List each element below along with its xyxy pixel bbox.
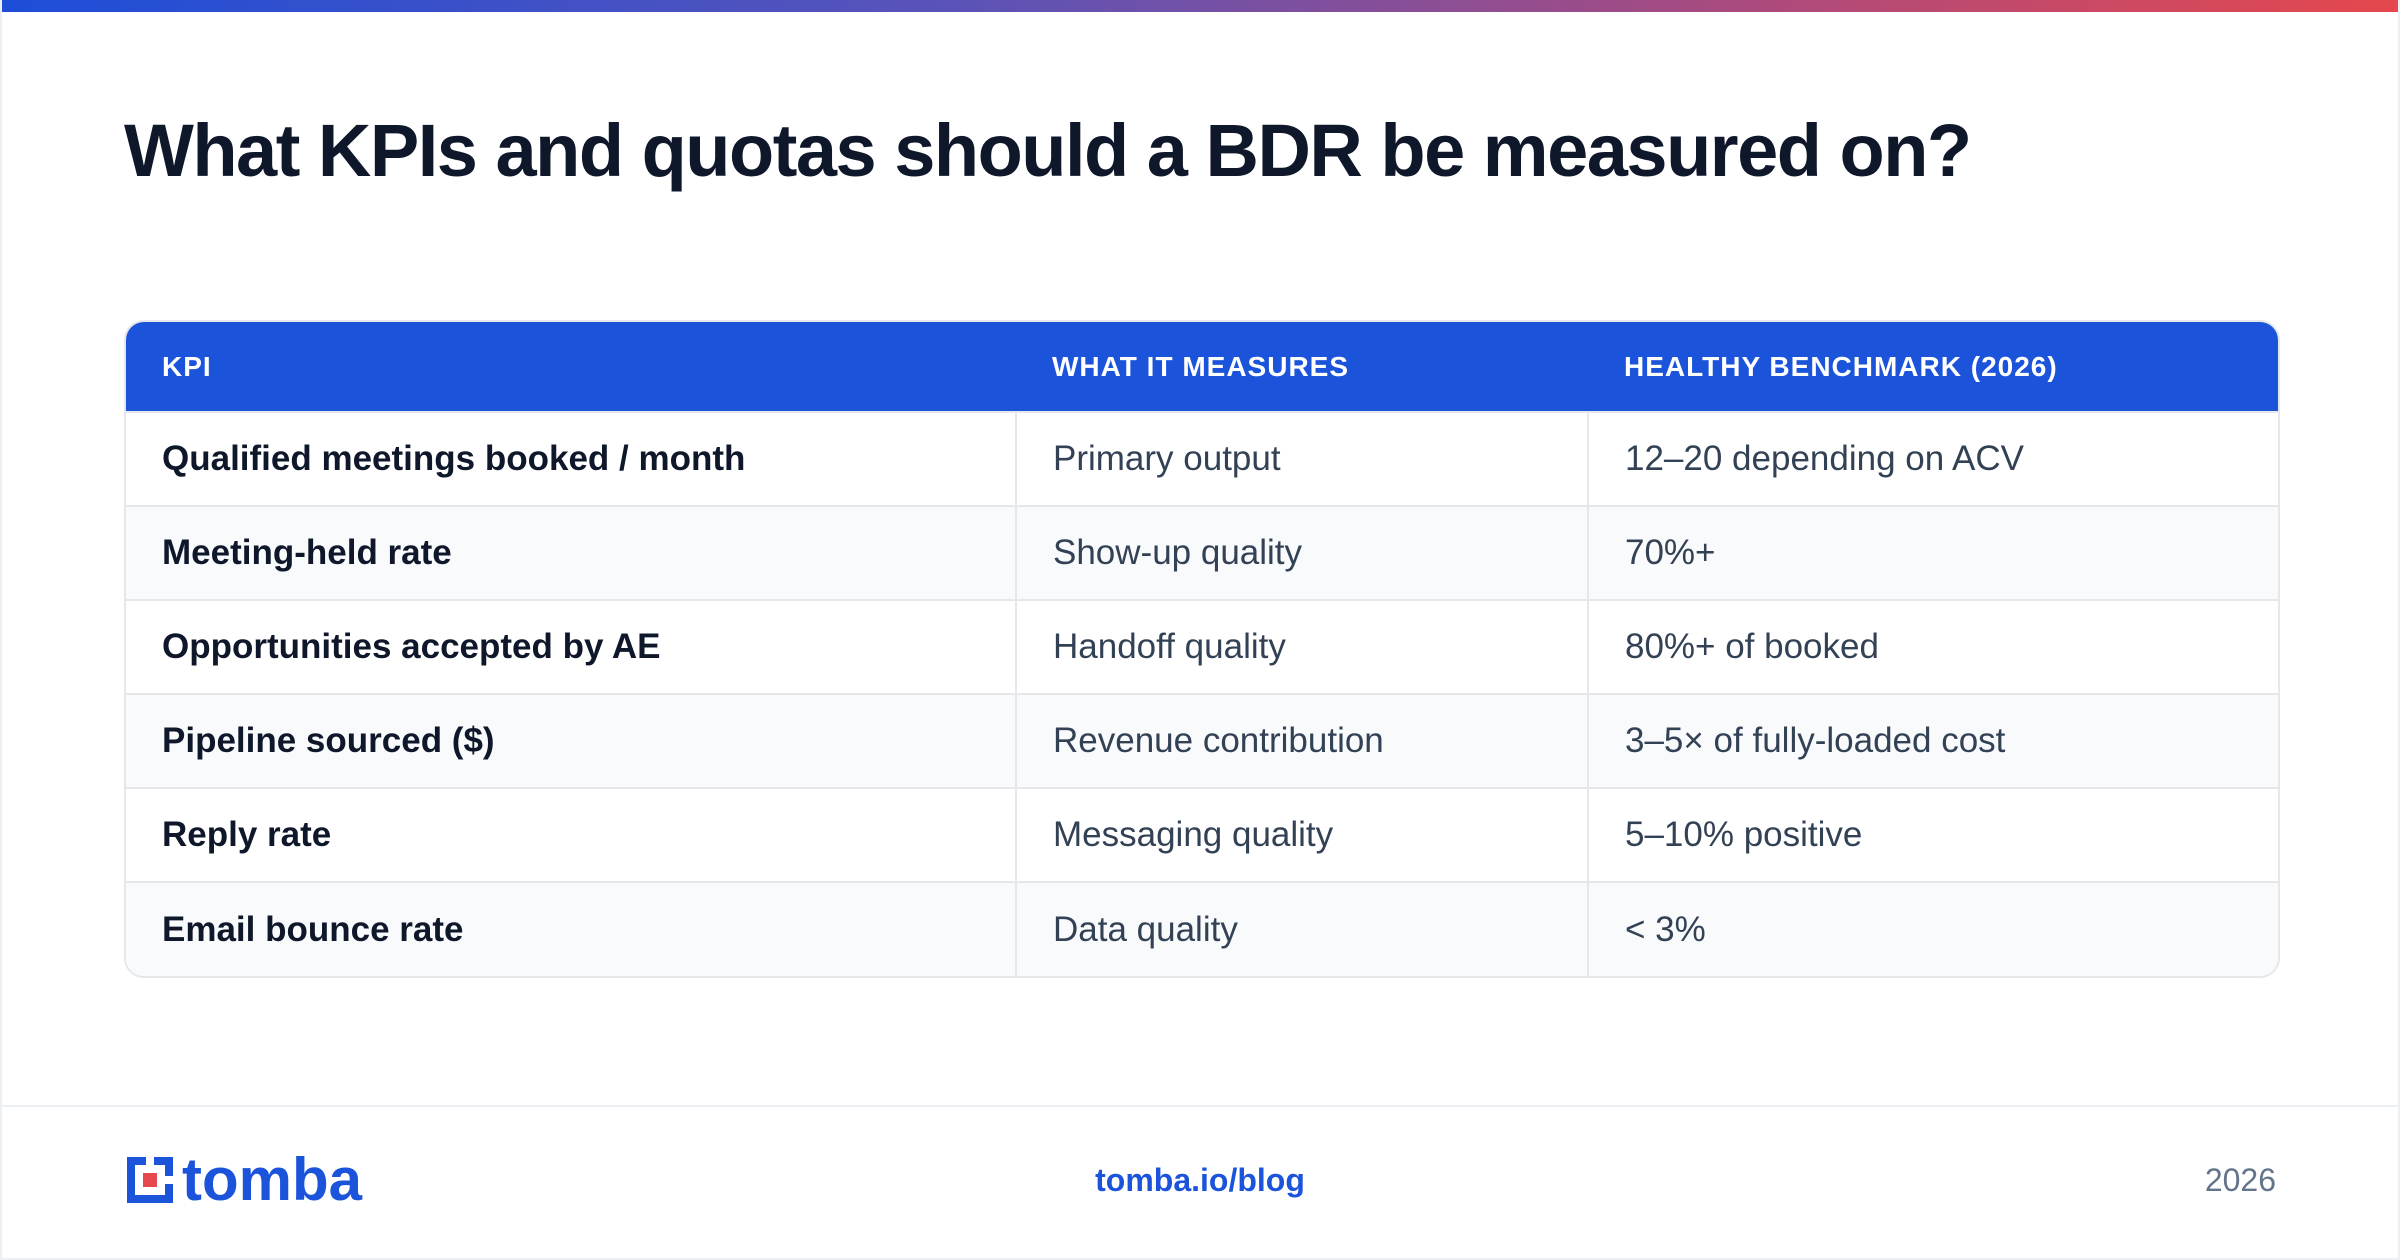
- header-what-it-measures: WHAT IT MEASURES: [1016, 322, 1588, 412]
- benchmark-cell: 5–10% positive: [1587, 787, 2278, 882]
- benchmark-cell: 70%+: [1587, 505, 2278, 600]
- tomba-logo[interactable]: tomba: [124, 1150, 362, 1210]
- gradient-top-bar: [2, 0, 2398, 12]
- kpi-cell: Opportunities accepted by AE: [126, 599, 1016, 694]
- benchmark-cell: 80%+ of booked: [1587, 599, 2278, 694]
- table-row: Opportunities accepted by AE Handoff qua…: [126, 599, 2278, 694]
- table-row: Reply rate Messaging quality 5–10% posit…: [126, 787, 2278, 882]
- measures-cell: Primary output: [1015, 411, 1588, 506]
- table-header: KPI WHAT IT MEASURES HEALTHY BENCHMARK (…: [126, 322, 2278, 412]
- kpi-cell: Meeting-held rate: [126, 505, 1016, 600]
- measures-cell: Handoff quality: [1015, 599, 1588, 694]
- table-row: Qualified meetings booked / month Primar…: [126, 411, 2278, 506]
- kpi-cell: Qualified meetings booked / month: [126, 411, 1016, 506]
- benchmark-cell: 12–20 depending on ACV: [1587, 411, 2278, 506]
- kpi-table-container: KPI WHAT IT MEASURES HEALTHY BENCHMARK (…: [124, 320, 2280, 978]
- logo-wordmark: tomba: [182, 1146, 362, 1213]
- table-row: Meeting-held rate Show-up quality 70%+: [126, 505, 2278, 600]
- table-body: Qualified meetings booked / month Primar…: [126, 411, 2278, 976]
- tomba-logo-icon: [127, 1157, 173, 1203]
- benchmark-cell: < 3%: [1587, 881, 2278, 976]
- header-row: KPI WHAT IT MEASURES HEALTHY BENCHMARK (…: [126, 322, 2278, 412]
- measures-cell: Revenue contribution: [1015, 693, 1588, 788]
- header-healthy-benchmark: HEALTHY BENCHMARK (2026): [1588, 322, 2278, 412]
- kpi-cell: Pipeline sourced ($): [126, 693, 1016, 788]
- measures-cell: Messaging quality: [1015, 787, 1588, 882]
- measures-cell: Data quality: [1015, 881, 1588, 976]
- blog-link[interactable]: tomba.io/blog: [1095, 1162, 1305, 1198]
- measures-cell: Show-up quality: [1015, 505, 1588, 600]
- footer-year: 2026: [2204, 1162, 2276, 1198]
- footer-divider: [2, 1105, 2398, 1107]
- header-kpi: KPI: [126, 322, 1016, 412]
- kpi-table: KPI WHAT IT MEASURES HEALTHY BENCHMARK (…: [126, 322, 2278, 976]
- table-row: Email bounce rate Data quality < 3%: [126, 881, 2278, 976]
- page-title: What KPIs and quotas should a BDR be mea…: [124, 109, 1972, 192]
- kpi-cell: Reply rate: [126, 787, 1016, 882]
- kpi-cell: Email bounce rate: [126, 881, 1016, 976]
- benchmark-cell: 3–5× of fully-loaded cost: [1587, 693, 2278, 788]
- table-row: Pipeline sourced ($) Revenue contributio…: [126, 693, 2278, 788]
